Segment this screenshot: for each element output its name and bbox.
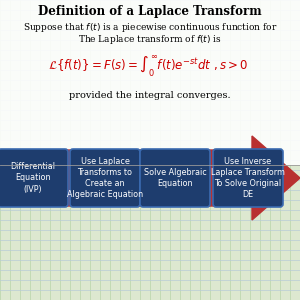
Text: $\mathcal{L}\{f(t)\} = F(s) = \int_0^{\infty} f(t)e^{-st}dt\ ,s > 0$: $\mathcal{L}\{f(t)\} = F(s) = \int_0^{\i…	[48, 53, 248, 79]
Text: Use Laplace
Transforms to
Create an
Algebraic Equation: Use Laplace Transforms to Create an Alge…	[67, 157, 143, 199]
FancyBboxPatch shape	[70, 149, 140, 207]
Polygon shape	[0, 136, 300, 220]
FancyBboxPatch shape	[213, 149, 283, 207]
Text: Solve Algebraic
Equation: Solve Algebraic Equation	[144, 168, 206, 188]
FancyBboxPatch shape	[0, 149, 68, 207]
Text: Definition of a Laplace Transform: Definition of a Laplace Transform	[38, 5, 262, 19]
Text: The Laplace transform of $f(t)$ is: The Laplace transform of $f(t)$ is	[78, 34, 222, 46]
FancyBboxPatch shape	[140, 149, 210, 207]
Text: Differential
Equation
(IVP): Differential Equation (IVP)	[11, 162, 56, 194]
Bar	[0, 0, 300, 165]
Text: Use Inverse
Laplace Transform
To Solve Original
DE: Use Inverse Laplace Transform To Solve O…	[211, 157, 285, 199]
Text: provided the integral converges.: provided the integral converges.	[69, 91, 231, 100]
Text: Suppose that $f(t)$ is a piecewise continuous function for: Suppose that $f(t)$ is a piecewise conti…	[23, 22, 277, 34]
